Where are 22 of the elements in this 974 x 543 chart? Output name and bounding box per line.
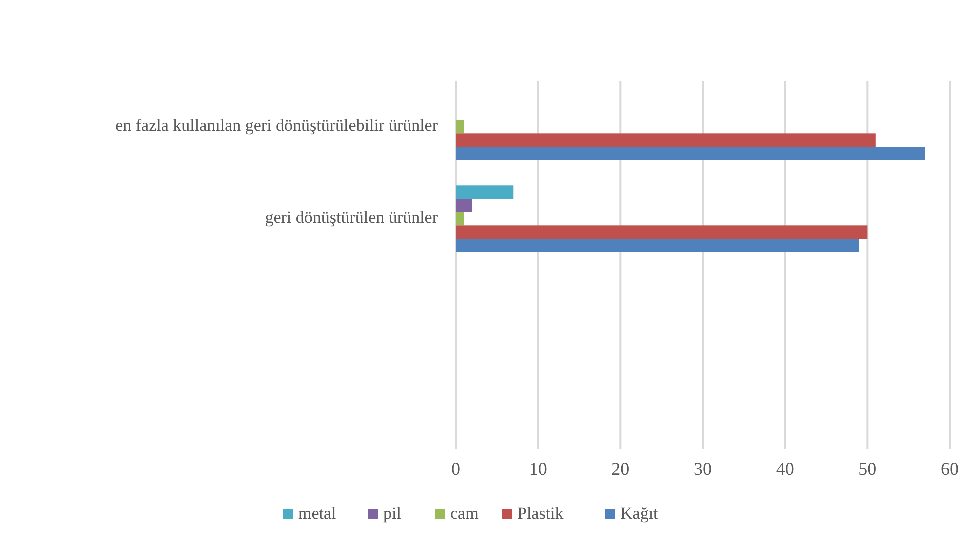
bar <box>456 147 926 160</box>
y-tick-label: geri dönüştürülen ürünler <box>265 208 438 227</box>
x-tick-label: 30 <box>694 459 712 479</box>
legend-label: Kağıt <box>620 504 659 523</box>
bar <box>456 239 860 252</box>
x-tick-label: 60 <box>941 459 959 479</box>
x-tick-label: 40 <box>776 459 794 479</box>
bar <box>456 212 464 226</box>
bar <box>456 198 472 212</box>
bar <box>456 226 868 240</box>
legend-label: cam <box>450 504 479 523</box>
legend-label: Plastik <box>518 504 564 523</box>
x-tick-label: 20 <box>612 459 630 479</box>
y-tick-label: en fazla kullanılan geri dönüştürülebilir ürünler <box>116 116 438 135</box>
x-tick-label: 0 <box>452 459 460 479</box>
x-tick-label: 50 <box>858 459 877 479</box>
bar <box>456 186 514 199</box>
legend-label: pil <box>384 504 402 523</box>
x-tick-label: 10 <box>529 459 548 479</box>
bar <box>456 120 464 134</box>
legend-label: metal <box>298 504 337 523</box>
bar <box>456 134 876 148</box>
